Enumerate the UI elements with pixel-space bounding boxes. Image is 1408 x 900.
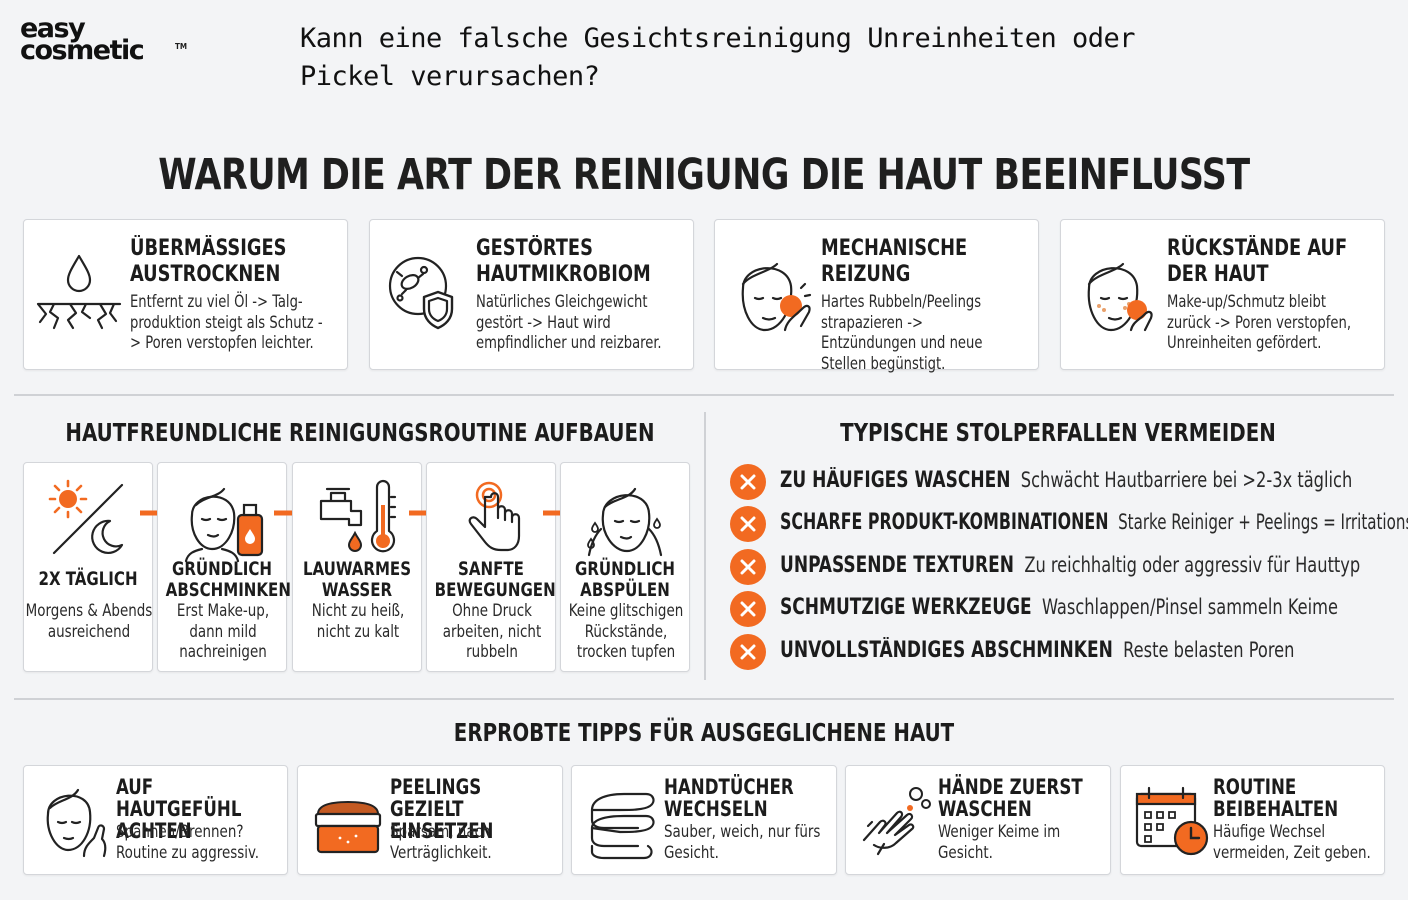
close-icon bbox=[730, 506, 766, 542]
pitfall-description: Zu reichhaltig oder aggressiv für Hautty… bbox=[1024, 553, 1361, 577]
hand-washing-icon bbox=[858, 780, 938, 860]
cause-description: Natürliches Gleichgewicht gestört -> Hau… bbox=[476, 292, 662, 353]
makeup-remover-icon bbox=[178, 475, 266, 563]
face-rinse-icon bbox=[581, 475, 669, 563]
brand-line-2: cosmetic bbox=[20, 35, 145, 66]
step-description: Morgens & Abends ausreichend bbox=[25, 601, 153, 642]
routine-step: LAUWARMES WASSER Nicht zu heiß, nicht zu… bbox=[292, 462, 422, 672]
cause-description: Entfernt zu viel Öl -> Talg-produktion s… bbox=[130, 292, 323, 353]
pitfall-title: ZU HÄUFIGES WASCHEN bbox=[780, 468, 1011, 493]
cause-card-drying: ÜBERMÄSSIGES AUSTROCKNEN Entfernt zu vie… bbox=[23, 219, 348, 370]
tip-title: HANDTÜCHER WECHSELN bbox=[664, 775, 794, 821]
tip-title: HÄNDE ZUERST WASCHEN bbox=[938, 775, 1083, 821]
tip-card: ROUTINE BEIBEHALTEN Häufige Wechsel verm… bbox=[1120, 765, 1385, 875]
pitfall-description: Starke Reiniger + Peelings = Irritations… bbox=[1118, 510, 1408, 534]
dry-skin-icon bbox=[34, 248, 124, 338]
routine-step: GRÜNDLICH ABSPÜLEN Keine glitschigen Rüc… bbox=[560, 462, 690, 672]
cause-title: ÜBERMÄSSIGES AUSTROCKNEN bbox=[130, 236, 287, 287]
brand-trademark: TM bbox=[175, 42, 188, 51]
microbiome-shield-icon bbox=[380, 248, 470, 338]
step-description: Erst Make-up, dann mild nachreinigen bbox=[176, 601, 270, 662]
step-description: Keine glitschigen Rückstände, trocken tu… bbox=[568, 601, 684, 662]
routine-step: SANFTE BEWEGUNGEN Ohne Druck arbeiten, n… bbox=[426, 462, 556, 672]
cause-card-mechanical: MECHANISCHE REIZUNG Hartes Rubbeln/Peeli… bbox=[714, 219, 1039, 374]
main-title: WARUM DIE ART DER REINIGUNG DIE HAUT BEE… bbox=[158, 150, 1250, 200]
step-title: LAUWARMES WASSER bbox=[302, 558, 412, 601]
tip-description: Spannen/Brennen? Routine zu aggressiv. bbox=[116, 822, 260, 863]
close-icon bbox=[730, 464, 766, 500]
pitfalls-title: TYPISCHE STOLPERFALLEN VERMEIDEN bbox=[840, 418, 1276, 447]
peeling-jar-icon bbox=[310, 780, 390, 860]
cause-title: RÜCKSTÄNDE AUF DER HAUT bbox=[1167, 236, 1348, 287]
pitfall-description: Waschlappen/Pinsel sammeln Keime bbox=[1041, 595, 1338, 619]
section-divider bbox=[14, 698, 1394, 700]
cause-title: GESTÖRTES HAUTMIKROBIOM bbox=[476, 236, 651, 287]
routine-step: GRÜNDLICH ABSCHMINKEN Erst Make-up, dann… bbox=[157, 462, 291, 672]
brand-line-1: easy bbox=[20, 13, 86, 44]
tip-title: ROUTINE BEIBEHALTEN bbox=[1213, 775, 1339, 821]
routine-step: 2X TÄGLICH Morgens & Abends ausreichend bbox=[23, 462, 153, 672]
pitfall-title: UNPASSENDE TEXTUREN bbox=[780, 553, 1015, 578]
cause-title: MECHANISCHE REIZUNG bbox=[821, 236, 968, 287]
tip-description: Weniger Keime im Gesicht. bbox=[938, 822, 1061, 863]
close-icon bbox=[730, 634, 766, 670]
pitfall-item: ZU HÄUFIGES WASCHEN Schwächt Hautbarriere… bbox=[730, 462, 1400, 502]
pitfall-item: UNVOLLSTÄNDIGES ABSCHMINKEN Reste belaste… bbox=[730, 632, 1400, 672]
pitfall-title: SCHARFE PRODUKT-KOMBINATIONEN bbox=[780, 510, 1109, 535]
brand-logo: easy cosmetic TM bbox=[20, 13, 190, 66]
tip-description: Sparsam, nach Verträglichkeit. bbox=[390, 822, 492, 863]
pitfall-item: SCHMUTZIGE WERKZEUGE Waschlappen/Pinsel s… bbox=[730, 589, 1400, 629]
towels-icon bbox=[584, 780, 664, 860]
calendar-clock-icon bbox=[1133, 780, 1213, 860]
pitfall-description: Reste belasten Poren bbox=[1123, 638, 1295, 662]
faucet-thermometer-icon bbox=[313, 475, 401, 563]
face-feeling-icon bbox=[36, 780, 116, 860]
column-divider bbox=[704, 412, 706, 680]
tip-title: PEELINGS GEZIELT EINSETZEN bbox=[390, 775, 494, 843]
cause-card-residue: RÜCKSTÄNDE AUF DER HAUT Make-up/Schmutz … bbox=[1060, 219, 1385, 370]
step-description: Ohne Druck arbeiten, nicht rubbeln bbox=[442, 601, 542, 662]
cause-description: Hartes Rubbeln/Peelings strapazieren -> … bbox=[821, 292, 983, 374]
tip-description: Sauber, weich, nur fürs Gesicht. bbox=[664, 822, 821, 863]
close-icon bbox=[730, 549, 766, 585]
step-title: GRÜNDLICH ABSCHMINKEN bbox=[165, 558, 291, 601]
tip-card: HÄNDE ZUERST WASCHEN Weniger Keime im Ge… bbox=[845, 765, 1111, 875]
question-title: Kann eine falsche Gesichtsreinigung Unre… bbox=[300, 23, 1136, 92]
pitfall-description: Schwächt Hautbarriere bei >2-3x täglich bbox=[1020, 468, 1353, 492]
tip-card: PEELINGS GEZIELT EINSETZEN Sparsam, nach… bbox=[297, 765, 563, 875]
pitfall-item: SCHARFE PRODUKT-KOMBINATIONEN Starke Rein… bbox=[730, 504, 1408, 544]
close-icon bbox=[730, 591, 766, 627]
step-title: GRÜNDLICH ABSPÜLEN bbox=[574, 558, 676, 601]
pitfall-title: SCHMUTZIGE WERKZEUGE bbox=[780, 595, 1032, 620]
step-title: 2X TÄGLICH bbox=[38, 568, 138, 590]
gentle-touch-icon bbox=[447, 475, 535, 563]
section-divider bbox=[14, 394, 1394, 396]
sun-moon-icon bbox=[44, 475, 132, 563]
routine-title: HAUTFREUNDLICHE REINIGUNGSROUTINE AUFBAU… bbox=[65, 418, 655, 447]
cause-card-microbiome: GESTÖRTES HAUTMIKROBIOM Natürliches Glei… bbox=[369, 219, 694, 370]
tip-description: Häufige Wechsel vermeiden, Zeit geben. bbox=[1213, 822, 1371, 863]
pitfall-item: UNPASSENDE TEXTUREN Zu reichhaltig oder a… bbox=[730, 547, 1400, 587]
tip-card: HANDTÜCHER WECHSELN Sauber, weich, nur f… bbox=[571, 765, 837, 875]
cause-description: Make-up/Schmutz bleibt zurück -> Poren v… bbox=[1167, 292, 1352, 353]
tips-title: ERPROBTE TIPPS FÜR AUSGEGLICHENE HAUT bbox=[453, 718, 955, 747]
step-description: Nicht zu heiß, nicht zu kalt bbox=[311, 601, 405, 642]
face-residue-icon bbox=[1071, 248, 1161, 338]
step-title: SANFTE BEWEGUNGEN bbox=[434, 558, 556, 601]
face-scrubbing-icon bbox=[725, 248, 815, 338]
tip-card: AUF HAUTGEFÜHL ACHTEN Spannen/Brennen? R… bbox=[23, 765, 288, 875]
tip-title: AUF HAUTGEFÜHL ACHTEN bbox=[116, 775, 242, 843]
pitfall-title: UNVOLLSTÄNDIGES ABSCHMINKEN bbox=[780, 638, 1113, 663]
